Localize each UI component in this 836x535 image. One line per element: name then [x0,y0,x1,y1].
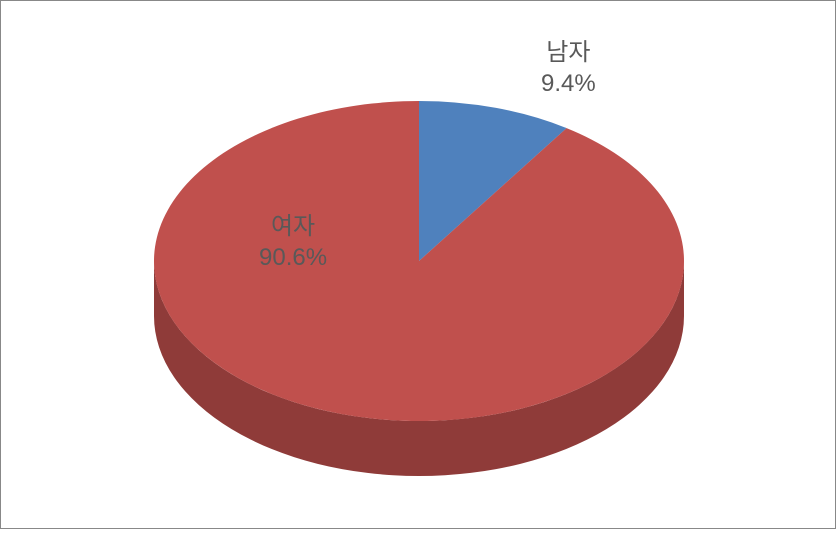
pie-chart-svg [1,1,836,530]
slice-value-female: 90.6% [259,242,327,273]
slice-value-male: 9.4% [541,68,596,99]
slice-name-male: 남자 [541,37,596,68]
slice-label-male: 남자 9.4% [541,37,596,99]
pie-chart-container: 남자 9.4% 여자 90.6% [0,0,836,529]
slice-label-female: 여자 90.6% [259,211,327,273]
slice-name-female: 여자 [259,211,327,242]
